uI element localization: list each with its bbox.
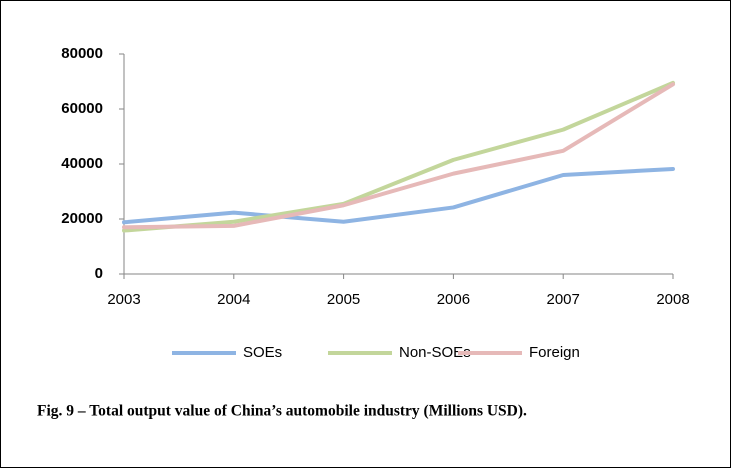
x-tick-label: 2008: [656, 291, 689, 308]
x-tick-label: 2005: [327, 291, 360, 308]
y-tick-label: 20000: [61, 210, 103, 227]
y-tick-label: 40000: [61, 155, 103, 172]
legend-label: SOEs: [243, 344, 282, 361]
y-tick-label: 80000: [61, 45, 103, 62]
x-tick-label: 2007: [547, 291, 580, 308]
legend-label: Foreign: [529, 344, 580, 361]
x-tick-label: 2006: [437, 291, 470, 308]
series-line: [122, 166, 675, 225]
caption: Fig. 9 – Total output value of China’s a…: [37, 403, 527, 420]
x-tick-label: 2003: [107, 291, 140, 308]
series-line: [122, 80, 675, 233]
legend-label: Non-SOEs: [399, 344, 471, 361]
y-tick-label: 60000: [61, 100, 103, 117]
y-tick-label: 0: [95, 265, 103, 282]
x-tick-label: 2004: [217, 291, 250, 308]
series-line: [122, 82, 675, 230]
